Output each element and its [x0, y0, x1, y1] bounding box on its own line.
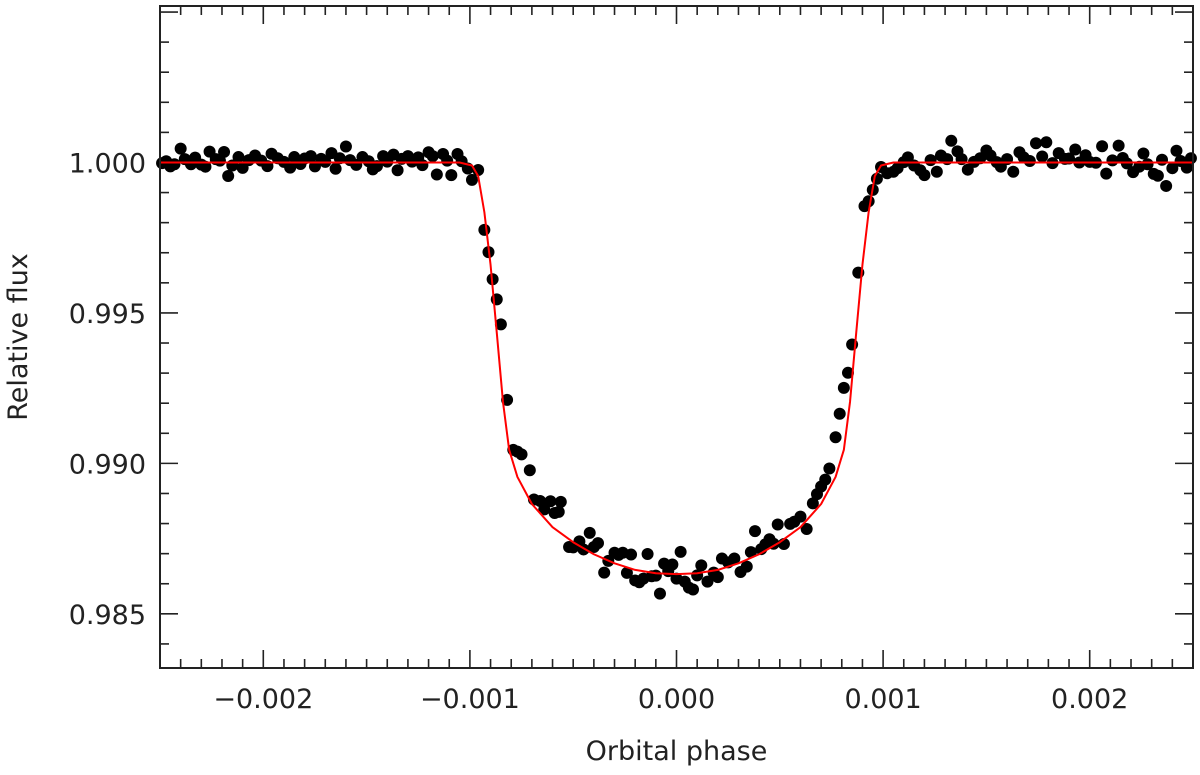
- data-point: [1036, 150, 1049, 163]
- data-point: [1151, 169, 1164, 182]
- data-point: [591, 537, 604, 550]
- data-point: [687, 583, 700, 596]
- y-tick-label: 1.000: [69, 148, 146, 179]
- x-tick-label: −0.002: [213, 684, 313, 715]
- data-point: [620, 566, 633, 579]
- data-point: [339, 140, 352, 153]
- data-point: [174, 142, 187, 155]
- data-point: [583, 526, 596, 539]
- y-axis-label: Relative flux: [3, 253, 34, 421]
- data-point: [625, 548, 638, 561]
- data-point: [806, 497, 819, 510]
- x-tick-label: −0.001: [420, 684, 520, 715]
- data-point: [918, 169, 931, 182]
- data-point: [862, 195, 875, 208]
- data-point: [538, 503, 551, 516]
- y-tick-label: 0.985: [69, 600, 146, 631]
- x-tick-label: 0.001: [844, 684, 921, 715]
- data-point: [426, 150, 439, 163]
- x-axis-label: Orbital phase: [586, 736, 768, 767]
- data-point: [1096, 140, 1109, 153]
- data-points: [156, 134, 1197, 600]
- data-point: [1166, 162, 1179, 175]
- data-point: [749, 525, 762, 538]
- data-point: [598, 566, 611, 579]
- data-point: [945, 134, 958, 147]
- data-point: [1160, 179, 1173, 192]
- data-point: [552, 505, 565, 518]
- data-point: [841, 366, 854, 379]
- data-point: [829, 431, 842, 444]
- data-point: [472, 164, 485, 176]
- data-point: [701, 575, 714, 588]
- data-point: [649, 569, 662, 582]
- data-point: [416, 159, 429, 172]
- data-point: [284, 161, 297, 174]
- data-point: [391, 164, 404, 177]
- data-point: [1170, 144, 1183, 157]
- data-point: [1156, 153, 1169, 166]
- data-point: [304, 150, 317, 163]
- data-point: [441, 154, 454, 167]
- data-point: [1007, 165, 1020, 178]
- data-point: [1100, 167, 1113, 180]
- data-point: [794, 510, 807, 523]
- data-point: [218, 145, 231, 158]
- data-point: [833, 407, 846, 420]
- data-point: [674, 545, 687, 558]
- data-point: [695, 559, 708, 572]
- data-point: [728, 552, 741, 565]
- data-point: [1023, 154, 1036, 167]
- data-point: [199, 160, 212, 173]
- data-point: [666, 558, 679, 571]
- data-point: [1069, 143, 1082, 156]
- data-point: [1029, 137, 1042, 150]
- x-tick-label: 0.002: [1051, 684, 1128, 715]
- data-point: [232, 151, 245, 164]
- data-point: [478, 223, 491, 236]
- data-point: [445, 169, 458, 182]
- data-point: [930, 165, 943, 178]
- data-point: [744, 546, 757, 559]
- data-point: [430, 168, 443, 181]
- tick-labels: −0.002 −0.001 0.000 0.001 0.002 0.985 0.990 0.9…: [69, 148, 1129, 715]
- model-curve: [160, 161, 1193, 576]
- data-point: [1040, 136, 1053, 149]
- plot-frame: [159, 5, 1194, 669]
- data-point: [740, 560, 753, 573]
- model-curve-group: [160, 161, 1193, 576]
- data-point: [1137, 147, 1150, 160]
- data-point: [641, 547, 654, 560]
- data-point: [465, 173, 478, 186]
- data-point: [653, 587, 666, 600]
- data-point: [771, 518, 784, 531]
- data-point: [1180, 161, 1193, 174]
- data-point: [837, 381, 850, 394]
- data-point: [333, 152, 346, 165]
- data-point: [901, 151, 914, 164]
- data-point: [1141, 158, 1154, 171]
- data-point: [494, 318, 507, 331]
- data-point: [924, 154, 937, 167]
- data-point: [1106, 154, 1119, 167]
- data-point: [222, 170, 235, 183]
- data-point: [819, 473, 832, 486]
- axis-ticks: [159, 6, 1194, 668]
- data-point: [800, 522, 813, 535]
- data-point: [329, 162, 342, 175]
- data-point: [711, 571, 724, 584]
- y-tick-label: 0.995: [69, 299, 146, 330]
- data-point: [168, 158, 181, 171]
- data-point: [523, 464, 536, 477]
- x-tick-label: 0.000: [638, 684, 715, 715]
- y-tick-label: 0.990: [69, 449, 146, 480]
- data-point: [823, 462, 836, 475]
- data-point: [1112, 139, 1125, 152]
- data-point: [515, 448, 528, 461]
- data-point: [554, 495, 567, 508]
- data-point: [544, 495, 557, 508]
